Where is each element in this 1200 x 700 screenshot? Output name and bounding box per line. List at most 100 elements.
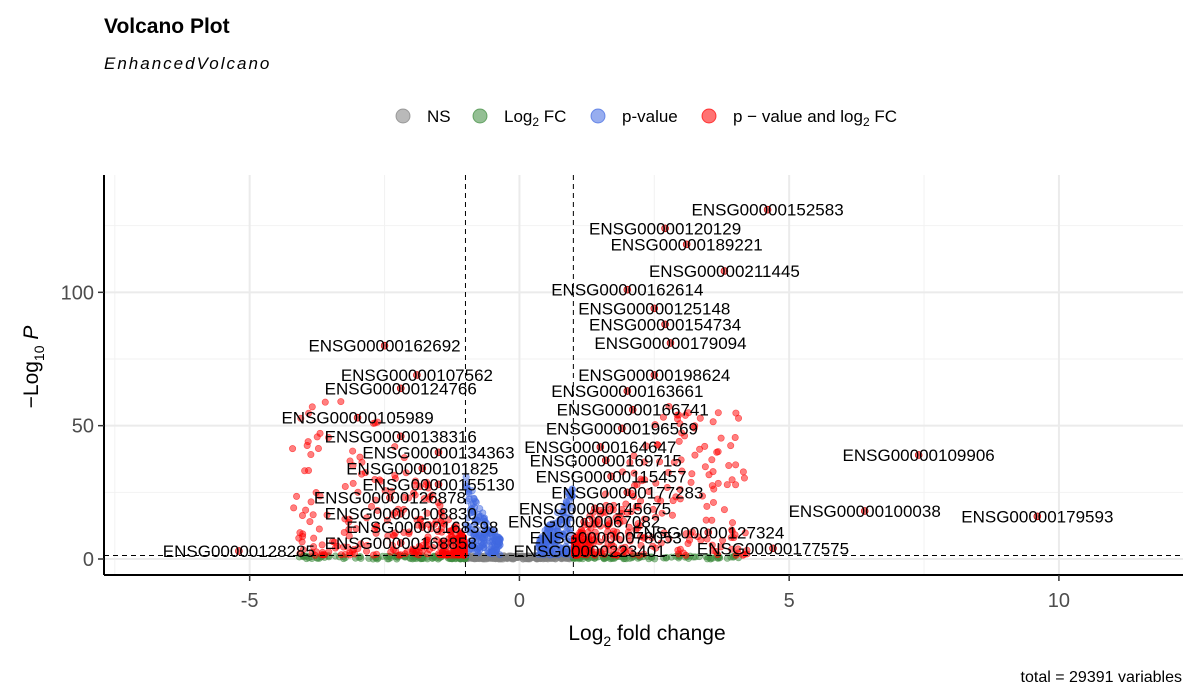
gene-label: ENSG00000105989 <box>281 409 433 428</box>
data-point-both <box>732 461 740 469</box>
gene-label: ENSG00000189221 <box>611 235 763 254</box>
data-point-p <box>558 509 566 517</box>
data-point-both <box>572 551 580 559</box>
data-point-both <box>713 448 721 456</box>
gene-label: ENSG00000115457 <box>536 467 687 486</box>
data-point-both <box>337 398 345 406</box>
data-point-both <box>349 447 357 455</box>
data-point-both <box>429 543 437 551</box>
data-point-p <box>485 537 493 545</box>
data-point-both <box>452 522 460 530</box>
data-point-p <box>556 515 564 523</box>
gene-label: ENSG00000067082 <box>508 513 660 532</box>
data-point-both <box>709 498 717 506</box>
data-point-both <box>414 551 422 559</box>
data-point-both <box>348 548 356 556</box>
data-point-both <box>390 532 398 540</box>
legend-marker-fc <box>472 108 488 124</box>
data-point-both <box>409 546 417 554</box>
data-point-both <box>696 414 704 422</box>
legend-marker-both <box>701 108 717 124</box>
data-point-both <box>642 442 650 450</box>
data-point-both <box>376 476 384 484</box>
data-point-both <box>728 526 736 534</box>
data-point-both <box>400 529 408 537</box>
data-point-both <box>696 445 704 453</box>
data-point-both <box>307 451 315 459</box>
data-point-both <box>315 525 323 533</box>
data-point-both <box>694 533 702 541</box>
data-point-both <box>676 485 684 493</box>
data-point-both <box>727 442 735 450</box>
gene-label: ENSG00000125148 <box>578 299 730 318</box>
gene-point <box>396 509 405 518</box>
gene-label: ENSG00000145675 <box>519 499 671 518</box>
data-point-both <box>372 522 380 530</box>
data-point-both <box>710 485 718 493</box>
gene-label: ENSG00000109906 <box>843 446 995 465</box>
data-point-both <box>352 525 360 533</box>
data-point-both <box>735 414 743 422</box>
data-point-both <box>717 543 725 551</box>
data-point-both <box>423 536 431 544</box>
data-point-both <box>374 506 382 514</box>
data-point-both <box>677 456 685 464</box>
data-point-ns <box>524 552 532 560</box>
gene-point <box>434 480 443 489</box>
data-point-p <box>481 514 489 522</box>
grid <box>104 175 1183 575</box>
cutoff-lines <box>104 175 1183 575</box>
gene-point <box>661 224 669 233</box>
data-point-p <box>554 522 562 530</box>
data-point-both <box>305 409 313 417</box>
data-point-both <box>368 502 376 510</box>
data-point-both <box>290 504 298 512</box>
data-point-both <box>653 441 661 449</box>
data-point-fc <box>357 554 365 562</box>
data-point-both <box>576 528 584 536</box>
data-point-p <box>470 530 478 538</box>
gene-point <box>650 304 659 313</box>
data-point-both <box>372 496 380 504</box>
data-point-both <box>658 509 666 517</box>
data-point-both <box>627 508 635 516</box>
gene-point <box>601 456 610 465</box>
gene-point <box>396 432 405 441</box>
gene-label: ENSG00000126878 <box>314 489 466 508</box>
gene-point <box>763 205 772 214</box>
data-point-both <box>354 544 362 552</box>
gene-point <box>769 544 777 553</box>
data-point-both <box>586 512 594 520</box>
data-point-both <box>363 541 371 549</box>
data-point-both <box>714 409 722 417</box>
gene-label: ENSG00000120129 <box>589 219 741 238</box>
legend-label-both: p − value and log2 FC <box>733 107 897 129</box>
gene-point <box>628 405 637 414</box>
gene-point <box>914 451 923 459</box>
data-point-both <box>636 522 644 530</box>
data-point-both <box>345 518 353 526</box>
data-point-p <box>466 506 474 514</box>
data-point-both <box>708 456 716 464</box>
data-point-both <box>456 535 464 543</box>
data-point-both <box>411 491 419 499</box>
data-point-both <box>374 418 382 426</box>
data-point-both <box>725 462 733 470</box>
data-point-both <box>709 546 717 554</box>
data-point-p <box>464 514 472 522</box>
data-point-p <box>488 548 496 556</box>
data-point-both <box>333 542 341 550</box>
data-point-both <box>571 538 579 546</box>
data-point-both <box>684 540 692 548</box>
gene-point <box>720 267 729 275</box>
data-point-both <box>323 511 331 519</box>
data-point-both <box>727 534 735 542</box>
gene-label: ENSG00000124766 <box>325 379 477 398</box>
gene-point <box>601 533 610 542</box>
data-point-both <box>637 541 645 549</box>
data-point-both <box>313 433 321 441</box>
data-point-both <box>657 539 665 547</box>
data-point-both <box>302 506 310 514</box>
gene-point <box>413 371 421 379</box>
